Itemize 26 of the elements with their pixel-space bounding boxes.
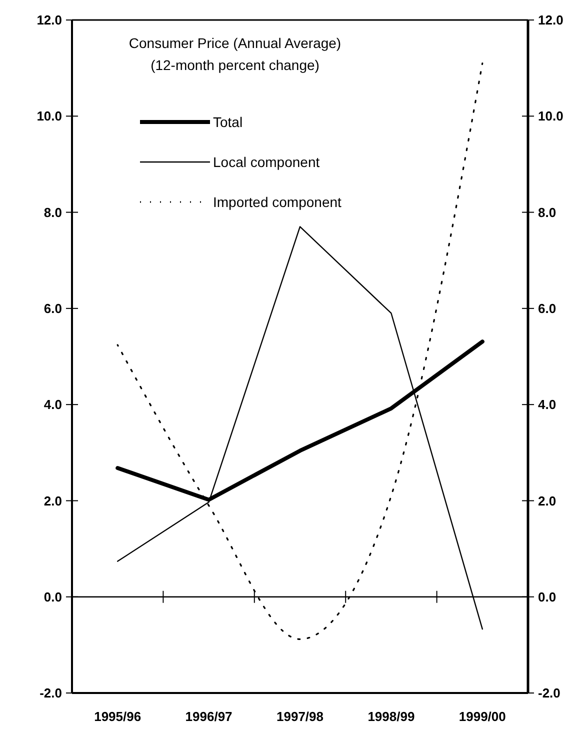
y-tick-label: -2.0 — [40, 686, 62, 701]
y2-tick-label: 4.0 — [538, 397, 556, 412]
y-tick-label: 6.0 — [44, 300, 62, 316]
y2-tick-label: 12.0 — [538, 12, 564, 28]
legend-label: Total — [213, 114, 243, 130]
x-tick-label: 1997/98 — [276, 709, 324, 724]
y-tick-label: 2.0 — [44, 493, 62, 508]
text: (12-month percent change) — [150, 57, 320, 73]
x-tick-label: 1999/00 — [458, 709, 506, 724]
text: Consumer Price (Annual Average) — [128, 35, 342, 51]
y-tick-label: 4.0 — [44, 397, 62, 412]
y2-tick-label: -2.0 — [538, 686, 560, 701]
y2-tick-label: 6.0 — [538, 300, 556, 316]
y2-tick-label: 2.0 — [538, 493, 556, 508]
y2-tick-label: 10.0 — [538, 108, 564, 124]
y-tick-label: 12.0 — [36, 12, 62, 28]
legend-label: Local component — [213, 154, 320, 170]
y-tick-label: 8.0 — [44, 204, 62, 220]
x-tick-label: 1996/97 — [185, 709, 232, 724]
y-tick-label: 10.0 — [36, 108, 62, 124]
y-tick-label: 0.0 — [44, 589, 62, 604]
x-tick-label: 1998/99 — [368, 709, 415, 724]
y2-tick-label: 8.0 — [538, 204, 556, 220]
legend-label: Imported component — [213, 194, 342, 210]
x-tick-label: 1995/96 — [94, 709, 142, 724]
y2-tick-label: 0.0 — [538, 589, 556, 604]
